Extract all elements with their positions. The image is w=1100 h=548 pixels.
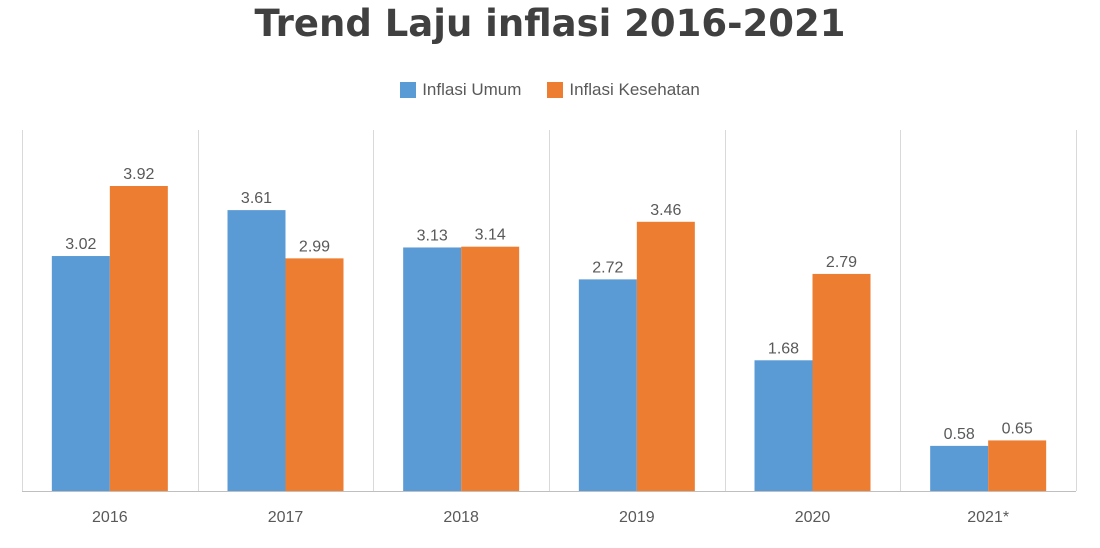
data-label-inflasi-kesehatan: 3.14 [475, 227, 506, 244]
bar-inflasi-kesehatan [812, 273, 871, 491]
data-label-inflasi-umum: 1.68 [768, 340, 799, 357]
bar-inflasi-umum [930, 445, 989, 491]
bar-inflasi-kesehatan [636, 221, 695, 491]
bar-inflasi-umum [578, 279, 637, 491]
x-tick-label: 2021* [967, 509, 1009, 526]
legend-item-inflasi-umum: Inflasi Umum [400, 80, 521, 100]
legend-label-inflasi-umum: Inflasi Umum [422, 80, 522, 99]
data-label-inflasi-kesehatan: 3.92 [123, 166, 154, 183]
x-tick-label: 2019 [619, 509, 655, 526]
data-label-inflasi-kesehatan: 3.46 [650, 202, 681, 219]
x-tick-label: 2017 [268, 509, 304, 526]
data-label-inflasi-umum: 3.13 [417, 227, 448, 244]
bar-inflasi-kesehatan [461, 246, 520, 491]
data-label-inflasi-umum: 2.72 [592, 259, 623, 276]
data-label-inflasi-umum: 0.58 [944, 426, 975, 443]
bar-inflasi-umum [403, 247, 462, 491]
legend-swatch-inflasi-umum [400, 82, 417, 98]
data-label-inflasi-umum: 3.61 [241, 190, 272, 207]
legend: Inflasi Umum Inflasi Kesehatan [0, 80, 1100, 100]
x-tick-label: 2020 [795, 509, 831, 526]
data-label-inflasi-kesehatan: 2.99 [299, 238, 330, 255]
x-tick-label: 2018 [443, 509, 479, 526]
bar-inflasi-kesehatan [285, 258, 344, 491]
bar-inflasi-umum [51, 256, 110, 491]
bar-inflasi-umum [754, 360, 813, 491]
data-label-inflasi-umum: 3.02 [65, 236, 96, 253]
legend-item-inflasi-kesehatan: Inflasi Kesehatan [547, 80, 700, 100]
legend-swatch-inflasi-kesehatan [547, 82, 564, 98]
x-tick-label: 2016 [92, 509, 128, 526]
chart-title: Trend Laju inflasi 2016-2021 [254, 2, 846, 45]
bar-inflasi-kesehatan [988, 440, 1047, 491]
legend-label-inflasi-kesehatan: Inflasi Kesehatan [569, 80, 700, 99]
bar-inflasi-umum [227, 210, 286, 491]
data-label-inflasi-kesehatan: 0.65 [1002, 420, 1033, 437]
data-label-inflasi-kesehatan: 2.79 [826, 254, 857, 271]
bar-inflasi-kesehatan [109, 186, 168, 491]
